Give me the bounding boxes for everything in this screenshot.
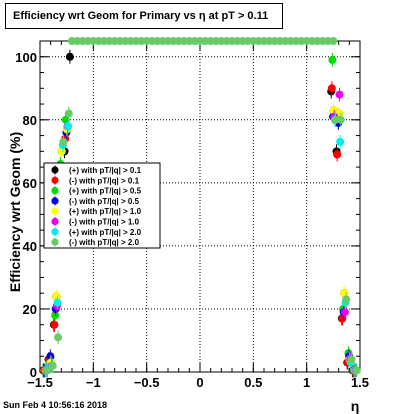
y-tick-label: 100 [15,50,37,65]
data-point [352,366,361,375]
data-point [342,295,351,304]
chart-title: Efficiency wrt Geom for Primary vs η at … [5,3,283,29]
x-axis-title: η [351,398,360,414]
legend: (+) with pT/|q| > 0.1(-) with pT/|q| > 0… [43,162,161,249]
data-point [53,298,62,307]
legend-label: (-) with pT/|q| > 2.0 [69,238,140,247]
data-point [59,137,68,146]
data-point [46,352,55,361]
x-tick-label: −1.5 [27,375,53,390]
y-tick-label: 20 [23,302,37,317]
x-tick-label: −1 [86,375,101,390]
legend-label: (-) with pT/|q| > 0.1 [69,176,140,185]
legend-label: (-) with pT/|q| > 0.5 [69,197,140,206]
x-tick-label: −0.5 [134,375,160,390]
data-point [336,137,345,146]
x-tick-label: 1 [303,375,310,390]
data-point [43,366,52,375]
data-point [328,55,337,64]
y-tick-label: 0 [30,365,37,380]
data-point [64,109,73,118]
x-tick-label: 1.5 [351,375,369,390]
y-tick-label: 60 [23,176,37,191]
data-point [50,320,59,329]
legend-label: (+) with pT/|q| > 2.0 [69,228,142,237]
legend-box [43,162,161,249]
data-point [333,150,342,159]
legend-label: (+) with pT/|q| > 1.0 [69,207,142,216]
y-axis-title: Efficiency wrt Geom (%) [7,132,23,292]
data-point [335,90,344,99]
legend-label: (+) with pT/|q| > 0.1 [69,166,142,175]
x-tick-label: 0 [196,375,203,390]
data-point [340,308,349,317]
data-point [51,311,60,320]
data-point [336,115,345,124]
data-point [48,361,57,370]
y-tick-label: 40 [23,239,37,254]
data-point [64,122,73,131]
legend-label: (+) with pT/|q| > 0.5 [69,187,142,196]
y-tick-label: 80 [23,113,37,128]
legend-label: (-) with pT/|q| > 1.0 [69,218,140,227]
data-point [327,84,336,93]
datestamp: Sun Feb 4 10:56:16 2018 [3,400,108,410]
data-point [65,52,74,61]
data-point [347,355,356,364]
x-tick-label: 0.5 [244,375,262,390]
data-point [54,333,63,342]
overflow-point [329,37,338,45]
